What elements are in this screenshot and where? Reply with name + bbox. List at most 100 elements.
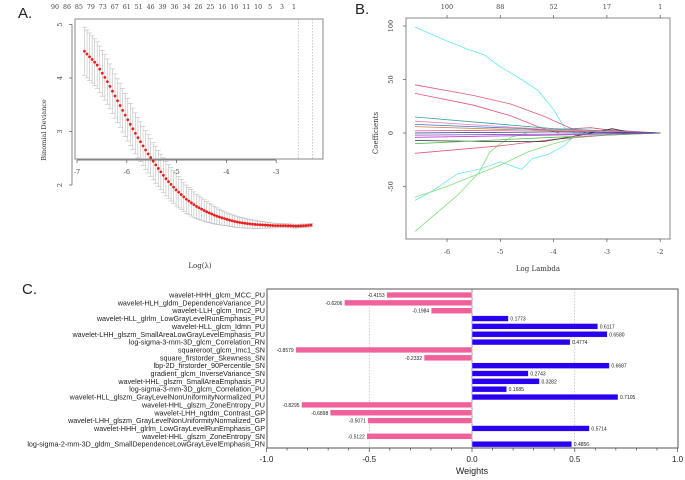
coef-path-purple-1 (414, 132, 661, 136)
bar-value-label: -0.8579 (277, 348, 294, 354)
deviance-point (240, 221, 244, 225)
deviance-point (251, 222, 254, 226)
deviance-point (83, 49, 86, 53)
bar (295, 346, 473, 354)
category-label: log-sigma-2-mm-3D_gldm_SmallDependenceLo… (27, 440, 265, 449)
top-axis-label: 85 (75, 4, 83, 11)
bar-value-label: 0.4774 (572, 340, 588, 346)
deviance-point (286, 224, 290, 228)
bar-value-label: -0.4153 (368, 293, 385, 299)
y-tick-label: 5 (56, 22, 64, 26)
deviance-point (256, 223, 259, 227)
top-axis-label: 1 (292, 4, 296, 11)
bar (423, 354, 473, 361)
top-axis-label: 39 (159, 4, 167, 11)
x-tick-label: -4 (550, 248, 556, 256)
deviance-point (133, 131, 137, 135)
category-label: wavelet-LHH_glszm_GrayLevelNonUniformity… (67, 416, 265, 425)
deviance-point (235, 220, 239, 224)
top-axis-label: 52 (549, 3, 557, 11)
deviance-point (95, 63, 99, 67)
deviance-point (271, 224, 275, 227)
bar-value-label: 0.3282 (541, 379, 557, 385)
panel-a-xlabel: Log(λ) (188, 262, 212, 270)
bar (471, 323, 598, 330)
deviance-point (131, 127, 135, 131)
bar (471, 331, 608, 338)
deviance-point (167, 180, 170, 184)
bar (471, 386, 507, 393)
category-label: gradient_glcm_InverseVariance_SN (150, 369, 265, 378)
bar-value-label: 0.4856 (574, 442, 590, 448)
deviance-point (118, 104, 122, 107)
category-label: lbp-2D_firstorder_90Percentile_SN (154, 361, 265, 370)
top-axis-label: 51 (135, 4, 143, 11)
category-label: log-sigma-3-mm-3D_glcm_Correlation_PU (129, 385, 265, 394)
deviance-point (111, 89, 114, 93)
top-axis-label: 16 (218, 4, 226, 11)
deviance-point (192, 203, 196, 207)
bar (471, 441, 572, 448)
y-tick-label: -50 (387, 181, 395, 191)
deviance-point (274, 224, 277, 228)
deviance-point (126, 118, 130, 122)
category-label: wavelet-HHH_glrlm_LowGrayLevelRunEmphasi… (93, 424, 265, 433)
top-axis-label: 10 (254, 4, 262, 11)
deviance-point (253, 223, 257, 226)
deviance-point (187, 199, 191, 203)
deviance-point (202, 209, 206, 212)
bar (301, 401, 473, 409)
deviance-point (220, 216, 224, 220)
coef-path-cyan-1 (414, 26, 576, 134)
deviance-point (218, 215, 221, 219)
y-tick-label: 2 (56, 183, 64, 187)
top-axis-label: 25 (206, 4, 214, 11)
category-label: squareroot_glcm_Imc1_SN (178, 345, 265, 354)
deviance-point (156, 167, 160, 170)
deviance-point (169, 182, 173, 186)
category-label: wavelet-HLL_glrlm_LowGrayLevelRunEmphasi… (96, 314, 265, 323)
bar-value-label: 0.7105 (620, 395, 636, 401)
bar (471, 370, 529, 377)
bar-value-label: 0.6580 (609, 332, 625, 338)
x-tick-label: -1.0 (260, 455, 274, 464)
panel-c-xlabel: Weights (456, 466, 489, 476)
category-label: wavelet-HHL_glszm_ZoneEntropy_PU (141, 400, 265, 409)
top-axis-label: 34 (182, 4, 190, 11)
coef-path-green-1 (414, 132, 528, 232)
deviance-point (93, 60, 97, 64)
y-tick-label: 100 (387, 20, 395, 32)
deviance-point (238, 221, 242, 224)
x-tick-label: -0.5 (362, 455, 376, 464)
x-tick-label: 0.0 (466, 455, 478, 464)
deviance-point (174, 188, 178, 192)
bar (431, 307, 473, 314)
deviance-point (108, 85, 112, 88)
top-axis-label: 26 (194, 4, 202, 11)
deviance-point (128, 122, 132, 126)
deviance-point (184, 197, 188, 201)
deviance-point (205, 210, 209, 214)
category-label: wavelet-HHL_glszm_ZoneEntropy_SN (141, 432, 265, 441)
deviance-point (161, 173, 165, 177)
bar-value-label: 0.6117 (600, 324, 615, 330)
deviance-point (116, 99, 119, 103)
coef-path-cyan-2 (414, 132, 586, 201)
deviance-point (121, 108, 125, 112)
deviance-point (139, 140, 142, 144)
coef-path-green-2 (414, 132, 581, 198)
deviance-point (279, 224, 282, 228)
panel-b: B. -6 -5 -4 -3 -2 -50 0 50 100 100 88 52 17 1 Log L… (355, 1, 671, 273)
panel-a-label: A. (18, 5, 32, 22)
deviance-point (309, 223, 313, 227)
deviance-point (225, 218, 229, 221)
deviance-point (268, 223, 272, 227)
deviance-point (151, 159, 155, 163)
deviance-point (261, 223, 265, 227)
deviance-point (90, 58, 94, 61)
deviance-point (302, 224, 305, 228)
deviance-point (296, 224, 300, 228)
deviance-point (228, 218, 231, 222)
top-axis-label: 100 (441, 3, 453, 11)
